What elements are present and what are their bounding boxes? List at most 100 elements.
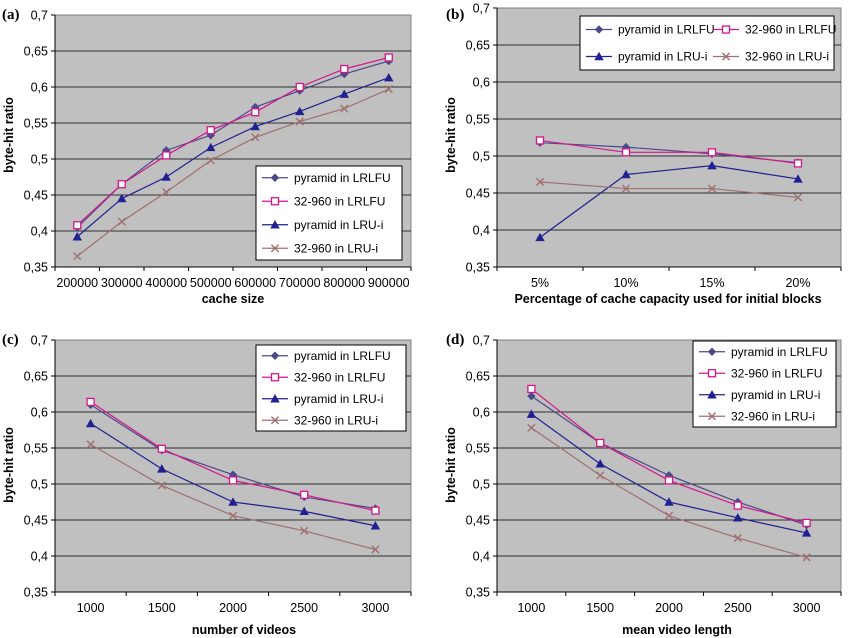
panel-c-label: (c)	[2, 332, 19, 348]
panel-b-y-tick-label: 0,7	[473, 2, 490, 16]
panel-c-legend-entry: pyramid in LRU-i	[262, 392, 383, 406]
panel-d-legend-marker	[707, 369, 717, 378]
panel-a-legend-label: 32-960 in LRLFU	[294, 194, 385, 208]
panel-d-y-tick-label: 0,6	[473, 406, 490, 420]
panel-a-y-tick-label: 0,4	[31, 225, 48, 239]
panel-a-legend-marker	[270, 197, 280, 206]
panel-b-series-3-line	[539, 165, 799, 238]
panel-b-x-tick-label: 20%	[785, 276, 810, 290]
panel-b-legend-label: 32-960 in LRU-i	[745, 50, 829, 64]
panel-a-series-4-line	[76, 88, 389, 257]
panel-b-series-4-point	[793, 193, 803, 202]
panel-d-x-axis-label: mean video length	[622, 623, 732, 637]
panel-c-series-4-point	[228, 511, 238, 520]
panel-b-y-axis-label: byte-hit ratio	[444, 97, 458, 173]
panel-d-label: (d)	[446, 332, 464, 348]
panel-b-series-3-point	[707, 160, 717, 170]
panel-d-y-tick-label: 0,65	[466, 370, 490, 384]
panel-a-y-tick-label: 0,5	[31, 153, 48, 167]
panel-c-series-3-point	[370, 521, 381, 530]
panel-a-legend-label: 32-960 in LRU-i	[294, 241, 378, 255]
panel-b-legend-marker	[721, 52, 731, 61]
panel-a-series-3-point	[384, 72, 394, 82]
panel-c-legend-entry: 32-960 in LRLFU	[262, 370, 385, 384]
panel-a-x-tick-label: 600000	[234, 276, 276, 290]
panel-c-y-tick-label: 0,4	[31, 550, 48, 564]
panel-d-x-tick-label: 2500	[724, 601, 752, 615]
panel-b-legend-box	[579, 15, 835, 71]
panel-a-series-2-point	[206, 126, 215, 135]
panel-b-legend: pyramid in LRLFU 32-960 in LRLFU pyramid i…	[579, 15, 836, 71]
panel-d-series-4-point	[527, 423, 536, 432]
panel-b-y-tick-label: 0,6	[473, 76, 490, 90]
panel-d-series-3-point	[664, 497, 674, 506]
panel-c-y-tick-label: 0,7	[31, 334, 48, 348]
panel-b-series-4-line	[539, 181, 799, 199]
panel-d-y-tick-label: 0,4	[473, 550, 490, 564]
panel-d-series-3-point	[595, 459, 605, 468]
panel-a-y-tick-label: 0,7	[31, 9, 48, 23]
panel-d-x-tick-label: 2000	[655, 601, 683, 615]
panel-d-x-tick-label: 1500	[586, 601, 614, 615]
panel-a-series-3-line	[76, 77, 389, 238]
panel-a-series-3-point	[295, 106, 305, 116]
panel-c-legend-marker	[270, 416, 280, 425]
panel-c-legend-entry: pyramid in LRLFU	[262, 349, 391, 363]
panel-a-x-tick-label: 800000	[323, 276, 365, 290]
panel-d-series-2-point	[664, 476, 674, 485]
panel-c-y-tick-label: 0,45	[24, 514, 48, 528]
panel-c-legend-box	[255, 344, 407, 432]
panel-a-series-1-point	[206, 131, 215, 140]
panel-c-plot: 0,35 0,4 0,45 0,5 0,55 0,6 0,65 0,7 1000 1500 2000…	[24, 334, 412, 615]
panel-b-legend-entry: 32-960 in LRU-i	[713, 50, 829, 64]
panel-b-plot: 0,35 0,4 0,45 0,5 0,55 0,6 0,65 0,7 5% 10% 15% 20% p…	[466, 2, 842, 290]
panel-d-legend-label: pyramid in LRU-i	[731, 388, 820, 402]
panel-c-legend-label: pyramid in LRU-i	[294, 392, 383, 406]
panel-b-series-3-point	[793, 174, 803, 183]
panel-a-y-tick-label: 0,35	[24, 261, 48, 275]
panel-d-y-tick-label: 0,35	[466, 586, 490, 600]
panel-c-series-3-point	[299, 506, 309, 516]
panel-a-legend-entry: 32-960 in LRU-i	[262, 241, 378, 255]
panel-a-y-tick-label: 0,55	[24, 117, 48, 131]
panel-c-series-2-point	[300, 490, 309, 499]
panel-b-series-2-line	[539, 139, 799, 164]
panel-a-series-2-line	[76, 56, 389, 226]
panel-a-series-1-point	[340, 69, 349, 79]
panel-b-y-tick-label: 0,45	[466, 187, 490, 201]
panel-b-legend-label: 32-960 in LRLFU	[745, 23, 836, 37]
panel-c-y-tick-label: 0,55	[24, 442, 48, 456]
panel-d-legend-marker	[707, 412, 717, 421]
panel-c-series-3-point	[228, 497, 238, 506]
panel-d-series-3-point	[526, 409, 537, 418]
panel-c-y-tick-label: 0,6	[31, 406, 48, 420]
panel-d-x-tick-label: 1000	[517, 601, 545, 615]
panel-c-series-2-point	[86, 397, 95, 407]
panel-a: (a) byte-hit ratio cache size 0,35 0,4 0,4…	[2, 7, 412, 306]
panel-c-legend-marker	[270, 394, 280, 403]
panel-c-legend-label: pyramid in LRLFU	[294, 349, 391, 363]
panel-d-y-tick-label: 0,5	[473, 478, 490, 492]
panel-c-legend-marker	[270, 351, 280, 360]
panel-a-series-3-point	[339, 89, 349, 98]
panel-b-series-2-point	[621, 148, 631, 157]
panel-c-y-tick-label: 0,5	[31, 478, 48, 492]
panel-a-series-4-point	[251, 133, 260, 142]
panel-b-series-3-point	[621, 169, 631, 179]
panel-d-legend-label: 32-960 in LRLFU	[731, 366, 822, 380]
panel-a-x-axis-label: cache size	[202, 292, 265, 306]
panel-d-series-4-point	[664, 511, 674, 520]
panel-d-y-tick-label: 0,7	[473, 334, 490, 348]
panel-c-series-2-point	[228, 476, 238, 485]
panel-d-series-3-point	[801, 528, 812, 537]
panel-c-series-4-point	[300, 526, 309, 535]
panel-d-legend-marker	[707, 347, 717, 356]
panel-c-series-3-point	[85, 418, 96, 428]
panel-d-y-axis-label: byte-hit ratio	[444, 427, 458, 503]
panel-b-x-tick-label: 15%	[699, 276, 724, 290]
panel-c-x-axis-label: number of videos	[192, 623, 296, 637]
panel-d-y-tick-label: 0,55	[466, 442, 490, 456]
panel-d-x-tick-label: 3000	[793, 601, 821, 615]
panel-a-series-2-point	[251, 108, 260, 117]
panel-a-legend-box	[255, 165, 403, 261]
